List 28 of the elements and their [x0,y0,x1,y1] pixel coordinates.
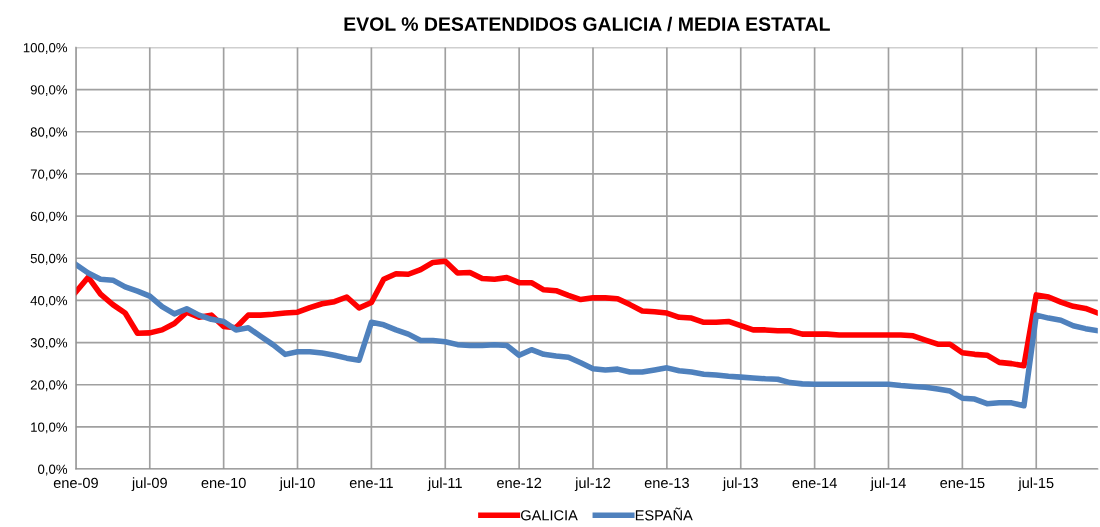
x-tick-label: jul-13 [722,477,758,491]
x-tick-label: ene-13 [644,477,689,489]
x-tick-label: ene-14 [792,477,837,489]
y-tick-label: 10,0% [31,422,68,434]
legend-label: GALICIA [521,510,578,521]
x-tick-label: jul-15 [1018,477,1054,491]
x-tick-label: jul-10 [279,477,315,491]
x-tick-label: jul-12 [574,477,611,491]
y-tick-label: 50,0% [30,253,68,265]
y-tick-label: 100,0% [23,43,68,54]
x-tick-label: ene-09 [53,477,98,489]
x-tick-label: ene-11 [349,477,393,489]
x-tick-label: ene-15 [940,477,985,489]
y-tick-label: 20,0% [30,380,68,392]
y-tick-label: 60,0% [30,211,68,223]
y-tick-label: 90,0% [30,85,68,97]
legend-label: ESPAÑA [635,507,693,521]
chart-title: EVOL % DESATENDIDOS GALICIA / MEDIA ESTATAL [344,16,830,32]
y-tick-label: 0,0% [38,464,68,476]
x-tick-label: ene-12 [497,477,542,489]
x-tick-label: jul-11 [427,477,462,491]
x-tick-label: ene-10 [201,477,246,489]
y-tick-label: 40,0% [30,295,68,307]
y-tick-label: 80,0% [30,127,68,139]
y-tick-label: 30,0% [30,338,68,350]
x-tick-label: jul-14 [870,477,906,491]
x-tick-label: jul-09 [131,477,167,491]
y-tick-label: 70,0% [30,169,68,181]
